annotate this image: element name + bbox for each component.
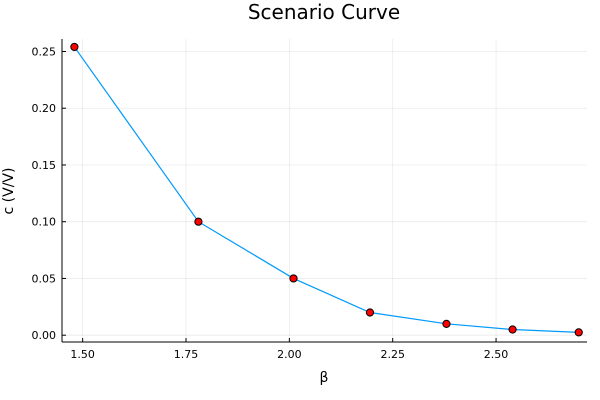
data-point xyxy=(442,319,451,328)
grid-layer xyxy=(62,39,587,342)
y-tick-label: 0.20 xyxy=(32,102,57,115)
axes-layer xyxy=(61,39,587,343)
data-point xyxy=(365,308,375,317)
x-tick-label: 2.25 xyxy=(380,348,405,361)
y-tick-label: 0.10 xyxy=(32,216,57,229)
x-tick-label: 2.50 xyxy=(484,348,509,361)
x-tick-label: 1.75 xyxy=(174,348,199,361)
tick-labels-layer: 1.50 1.75 2.00 2.25 2.50 0.00 0.05 0.10 0.15 0.20… xyxy=(32,45,509,361)
series-layer xyxy=(70,42,583,337)
y-axis-title: c (V/V) xyxy=(1,168,17,215)
series-line xyxy=(73,46,579,333)
x-axis-title: β xyxy=(320,370,329,386)
data-point xyxy=(508,325,517,334)
y-tick-label: 0.05 xyxy=(32,272,57,285)
data-point xyxy=(194,217,203,226)
chart-title: Scenario Curve xyxy=(248,0,400,24)
x-tick-label: 1.50 xyxy=(70,348,95,361)
data-point xyxy=(574,328,583,337)
data-point xyxy=(289,274,298,283)
y-tick-label: 0.25 xyxy=(32,45,57,58)
y-tick-label: 0.00 xyxy=(32,329,57,342)
data-point xyxy=(70,42,79,52)
y-tick-label: 0.15 xyxy=(32,159,57,172)
x-tick-label: 2.00 xyxy=(277,348,302,361)
